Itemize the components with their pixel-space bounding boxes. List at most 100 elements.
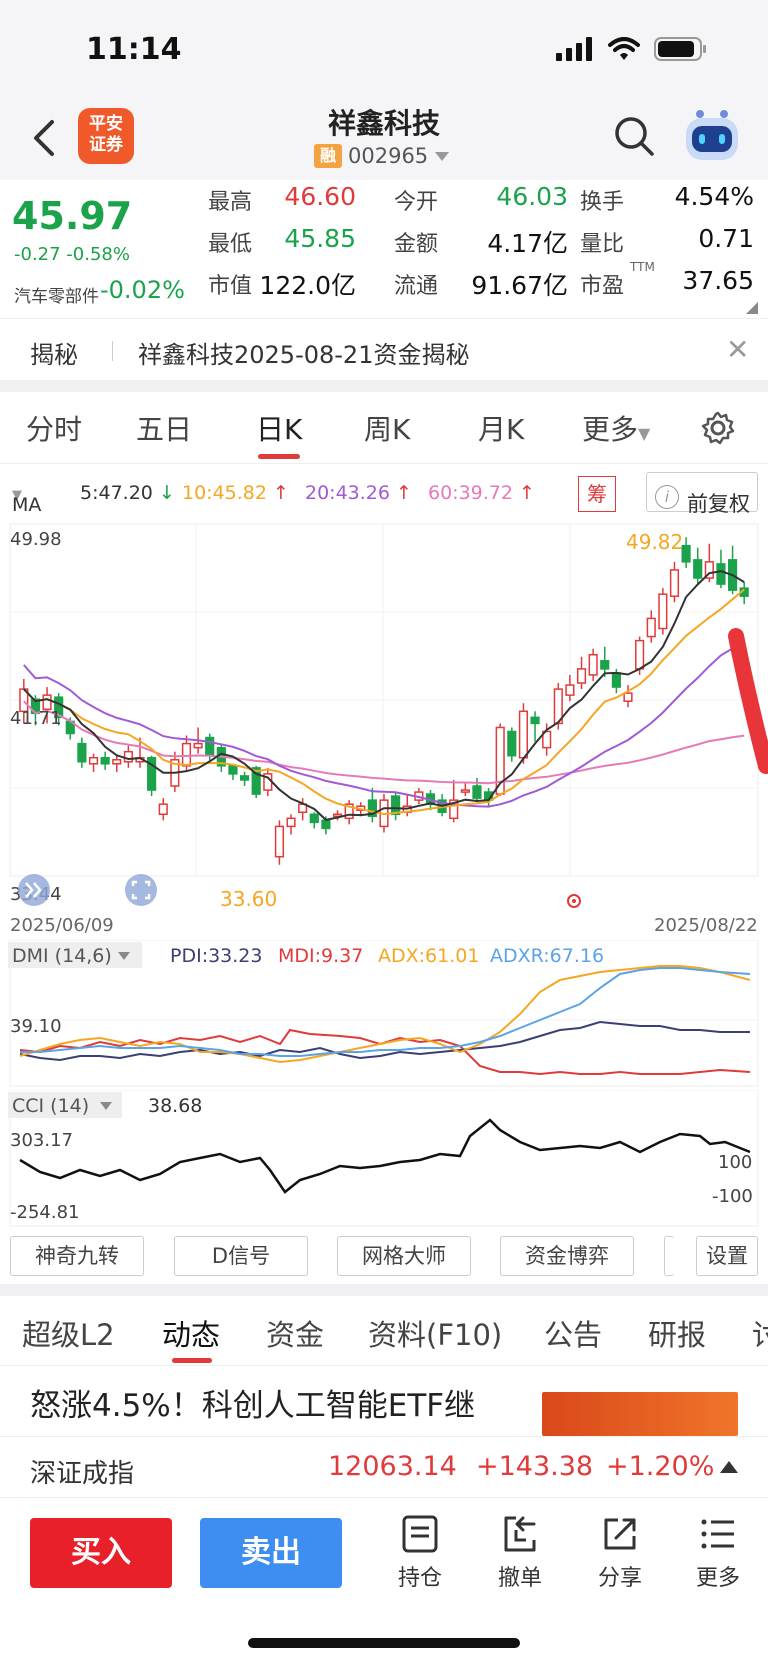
kline-chart[interactable]: 49.98 41.71 33.44 49.82 33.60 2025/06/09… bbox=[0, 516, 768, 940]
tab-funds[interactable]: 资金 bbox=[266, 1318, 325, 1352]
pe-label: 市盈 bbox=[580, 274, 625, 299]
tool-grid-master[interactable]: 网格大师 bbox=[337, 1236, 471, 1276]
tab-more[interactable]: 更多▼ bbox=[582, 408, 650, 448]
fullscreen-icon[interactable] bbox=[125, 874, 157, 906]
candle-body bbox=[693, 559, 703, 579]
tool-partial[interactable] bbox=[664, 1236, 674, 1276]
adx-line bbox=[19, 965, 751, 1064]
mdi-value: MDI:9.37 bbox=[278, 945, 363, 967]
tab-weekly-k[interactable]: 周K bbox=[364, 413, 411, 446]
gear-icon[interactable] bbox=[700, 410, 736, 446]
close-icon[interactable]: ✕ bbox=[726, 333, 750, 366]
caret-down-icon bbox=[118, 952, 130, 960]
caret-down-icon: ▼ bbox=[638, 424, 651, 443]
candle-body bbox=[88, 756, 99, 765]
cci-indicator-chart[interactable]: CCI (14) 38.68 303.17 -254.81 100 -100 bbox=[0, 1090, 768, 1230]
reveal-tag: 揭秘 bbox=[30, 341, 78, 369]
ma20-line bbox=[23, 639, 745, 808]
stock-code-selector[interactable]: 融 002965 bbox=[314, 144, 450, 168]
sell-button[interactable]: 卖出 bbox=[200, 1518, 342, 1588]
turnover-value: 4.54% bbox=[674, 182, 754, 211]
candle-body bbox=[472, 785, 482, 799]
candle-body bbox=[635, 639, 645, 670]
event-marker-icon[interactable] bbox=[567, 894, 581, 908]
amount-label: 金额 bbox=[394, 232, 439, 257]
tool-d-signal[interactable]: D信号 bbox=[174, 1236, 308, 1276]
reveal-text[interactable]: 祥鑫科技2025-08-21资金揭秘 bbox=[138, 341, 470, 369]
news-thumbnail bbox=[542, 1392, 738, 1436]
candle-body bbox=[460, 789, 470, 793]
fund-reveal-banner[interactable]: 揭秘 祥鑫科技2025-08-21资金揭秘 ✕ bbox=[0, 318, 768, 380]
tab-monthly-k[interactable]: 月K bbox=[478, 413, 525, 446]
candle-body bbox=[542, 730, 552, 749]
tab-news-feed[interactable]: 动态 bbox=[162, 1318, 221, 1352]
stock-name[interactable]: 祥鑫科技 bbox=[327, 107, 440, 140]
volume-ratio-value: 0.71 bbox=[698, 224, 754, 253]
status-icons bbox=[556, 36, 708, 62]
back-button[interactable] bbox=[26, 116, 66, 160]
ma-selector[interactable]: MA ▼ bbox=[12, 482, 41, 516]
home-indicator[interactable] bbox=[248, 1638, 520, 1648]
stock-code: 002965 bbox=[348, 144, 429, 168]
candle-body bbox=[42, 694, 52, 711]
candle-body bbox=[669, 569, 680, 597]
open-value: 46.03 bbox=[496, 182, 568, 211]
candle-body bbox=[205, 736, 215, 757]
share-icon bbox=[604, 1518, 636, 1550]
buy-button[interactable]: 买入 bbox=[30, 1518, 172, 1588]
adjust-mode-label: 前复权 bbox=[687, 492, 750, 516]
adxr-line bbox=[20, 967, 751, 1057]
more-button[interactable]: 更多 bbox=[678, 1514, 758, 1592]
tab-research[interactable]: 研报 bbox=[648, 1318, 707, 1352]
tool-magic-nine[interactable]: 神奇九转 bbox=[10, 1236, 144, 1276]
broker-logo[interactable]: 平安 证券 bbox=[78, 108, 134, 164]
cancel-order-button[interactable]: 撤单 bbox=[480, 1514, 560, 1592]
broker-logo-text-1: 平安 bbox=[89, 114, 123, 134]
quote-panel[interactable]: 45.97 -0.27 -0.58% 汽车零部件 -0.02% 最高 46.60… bbox=[0, 180, 768, 318]
ai-robot-icon[interactable] bbox=[680, 106, 744, 166]
tab-five-day[interactable]: 五日 bbox=[136, 413, 193, 446]
ma10-text: 10:45.82 bbox=[182, 482, 267, 504]
positions-button[interactable]: 持仓 bbox=[380, 1514, 460, 1592]
news-list-item[interactable]: 怒涨4.5%！科创人工智能ETF继 bbox=[0, 1366, 768, 1436]
low-marker-label: 33.60 bbox=[220, 887, 277, 911]
tool-fund-game[interactable]: 资金博弈 bbox=[500, 1236, 634, 1276]
expand-corner-icon[interactable] bbox=[746, 302, 758, 314]
expand-left-icon[interactable] bbox=[18, 874, 50, 906]
chip-distribution-button[interactable]: 筹 bbox=[578, 476, 616, 512]
search-icon[interactable] bbox=[612, 114, 656, 158]
share-button[interactable]: 分享 bbox=[580, 1514, 660, 1592]
sector-name: 汽车零部件 bbox=[14, 287, 99, 307]
tab-super-l2[interactable]: 超级L2 bbox=[22, 1318, 115, 1352]
adjust-mode-button[interactable]: i 前复权 bbox=[646, 472, 758, 516]
wifi-icon bbox=[608, 37, 640, 60]
tab-announcements[interactable]: 公告 bbox=[544, 1318, 603, 1352]
tab-discussion[interactable]: 讨 bbox=[752, 1318, 768, 1352]
tool-settings[interactable]: 设置 bbox=[696, 1236, 758, 1276]
index-value: 12063.14 bbox=[328, 1451, 457, 1482]
candle-body bbox=[100, 756, 110, 765]
candle-body bbox=[321, 819, 331, 830]
tab-intraday[interactable]: 分时 bbox=[26, 413, 83, 446]
pdi-line bbox=[19, 1020, 750, 1062]
candle-body bbox=[600, 660, 610, 670]
share-label: 分享 bbox=[597, 1566, 642, 1591]
index-change: +143.38 bbox=[476, 1451, 594, 1482]
cci-value: 38.68 bbox=[148, 1095, 202, 1117]
pdi-value: PDI:33.23 bbox=[170, 945, 263, 967]
candle-body bbox=[518, 710, 529, 759]
tab-f10[interactable]: 资料(F10) bbox=[368, 1318, 503, 1352]
expand-up-icon[interactable] bbox=[720, 1461, 738, 1473]
candle-body bbox=[158, 803, 168, 816]
tab-daily-k[interactable]: 日K bbox=[256, 413, 303, 446]
amount-value: 4.17亿 bbox=[487, 229, 568, 258]
swipe-hint-arc bbox=[728, 628, 768, 774]
candle-body bbox=[112, 759, 122, 765]
candle-body bbox=[54, 696, 64, 719]
ma5-text: 5:47.20 bbox=[80, 482, 153, 504]
dmi-selector[interactable] bbox=[8, 942, 142, 968]
high-label: 最高 bbox=[208, 190, 253, 215]
period-tabs: 分时 五日 日K 周K 月K 更多▼ bbox=[0, 392, 768, 464]
dmi-indicator-chart[interactable]: DMI (14,6) PDI:33.23 MDI:9.37 ADX:61.01 … bbox=[0, 940, 768, 1090]
index-ticker[interactable]: 深证成指 12063.14 +143.38 +1.20% bbox=[0, 1436, 768, 1498]
